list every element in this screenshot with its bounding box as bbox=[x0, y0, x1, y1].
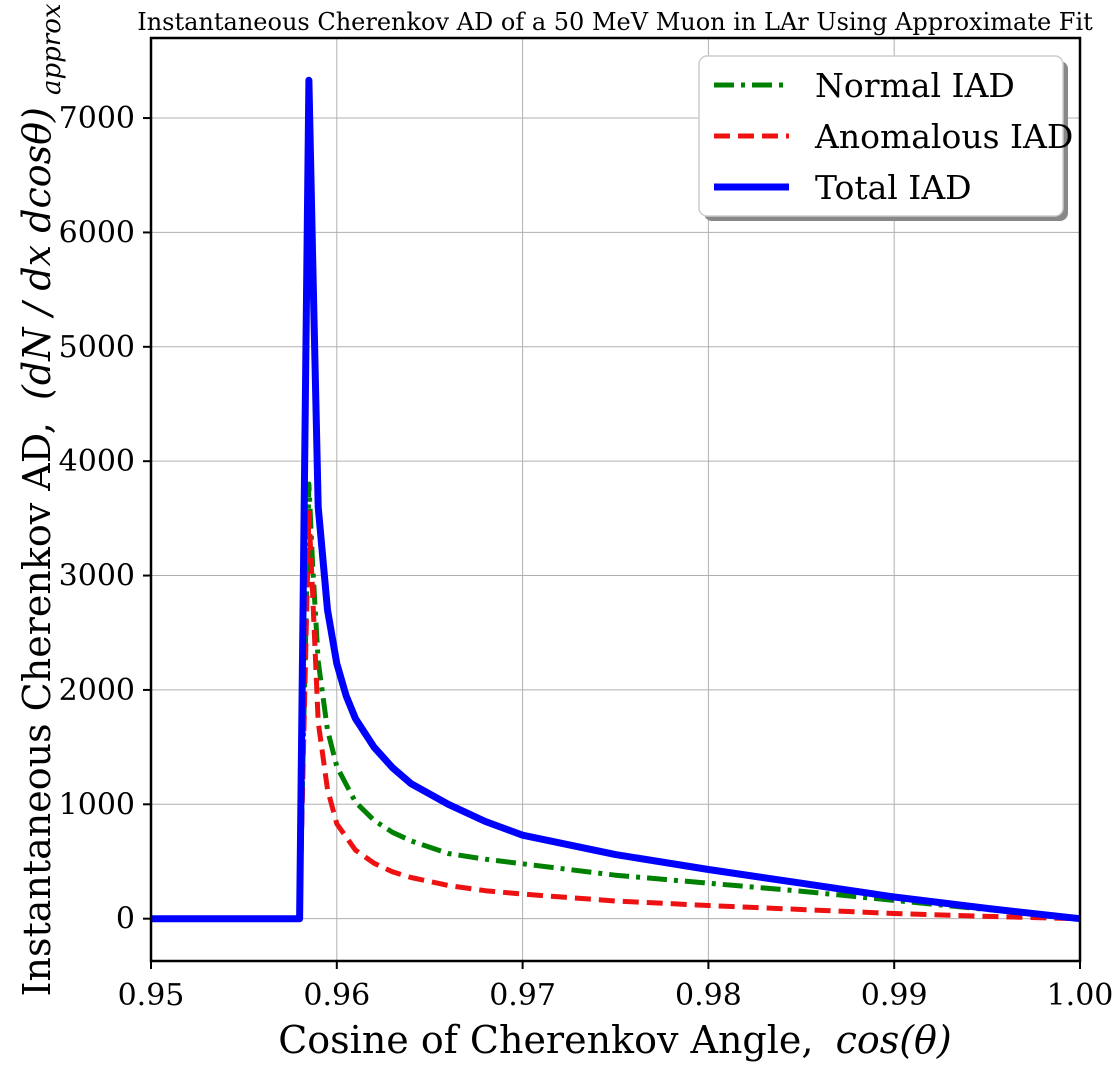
x-tick-label: 1.00 bbox=[1047, 978, 1114, 1013]
legend-label: Total IAD bbox=[815, 168, 972, 207]
y-axis-label-subscript: approx bbox=[37, 3, 67, 95]
y-tick-label: 1000 bbox=[59, 787, 135, 822]
x-tick-label: 0.98 bbox=[675, 978, 742, 1013]
x-tick-label: 0.95 bbox=[118, 978, 185, 1013]
plot-frame bbox=[149, 36, 1082, 963]
legend-label: Normal IAD bbox=[815, 66, 1015, 105]
y-axis-label-math: (dN / dx dcosθ) bbox=[15, 107, 59, 400]
axis-ticks: 0.95 0.96 0.97 0.98 0.99 1.00 0 1000 2000 3000 400… bbox=[59, 101, 1114, 1013]
x-axis-label: Cosine of Cherenkov Angle, cos(θ) bbox=[278, 1018, 952, 1062]
legend-box bbox=[698, 55, 1064, 217]
y-tick-label: 7000 bbox=[59, 101, 135, 136]
legend-label: Anomalous IAD bbox=[814, 117, 1073, 156]
x-tick-label: 0.97 bbox=[489, 978, 556, 1013]
y-tick-label: 3000 bbox=[59, 559, 135, 594]
series-lines bbox=[151, 76, 1081, 923]
y-tick-label: 4000 bbox=[59, 444, 135, 479]
x-axis-label-math: cos(θ) bbox=[836, 1018, 952, 1062]
y-tick-label: 0 bbox=[116, 902, 135, 937]
x-tick-label: 0.99 bbox=[861, 978, 928, 1013]
y-tick-label: 6000 bbox=[59, 215, 135, 250]
x-tick-label: 0.96 bbox=[303, 978, 370, 1013]
y-tick-label: 5000 bbox=[59, 330, 135, 365]
y-axis-label: Instantaneous Cherenkov AD, (dN / dx dco… bbox=[15, 3, 67, 996]
series-line-normal-iad bbox=[151, 481, 1081, 922]
series-line-anomalous-iad bbox=[151, 510, 1081, 922]
x-axis-label-text: Cosine of Cherenkov Angle, bbox=[278, 1018, 813, 1062]
series-line-total-iad bbox=[151, 76, 1081, 923]
y-tick-label: 2000 bbox=[59, 673, 135, 708]
y-axis-label-text: Instantaneous Cherenkov AD, bbox=[15, 422, 59, 996]
chart-title: Instantaneous Cherenkov AD of a 50 MeV M… bbox=[137, 8, 1093, 36]
legend: Normal IAD Anomalous IAD Total IAD bbox=[698, 55, 1073, 221]
